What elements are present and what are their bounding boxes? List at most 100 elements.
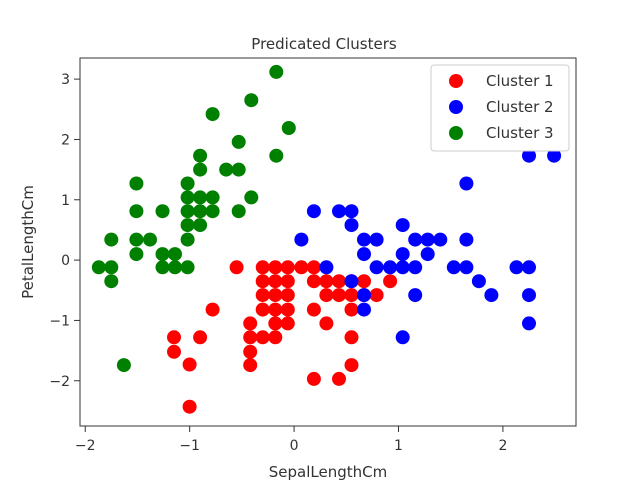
y-tick-label: −1 bbox=[49, 313, 70, 329]
x-tick-label: 0 bbox=[290, 438, 299, 454]
cluster-2-point bbox=[408, 232, 423, 247]
cluster-1-point bbox=[229, 260, 244, 275]
cluster-3-point bbox=[231, 204, 246, 219]
cluster-1-point bbox=[332, 288, 346, 303]
cluster-1-point bbox=[294, 260, 309, 275]
cluster-1-point bbox=[268, 274, 283, 289]
cluster-1-point bbox=[268, 316, 283, 331]
cluster-2-point bbox=[344, 218, 359, 233]
cluster-1-point bbox=[182, 357, 197, 372]
cluster-2-point bbox=[395, 247, 410, 262]
cluster-2-point bbox=[420, 247, 435, 262]
cluster-1-point bbox=[243, 344, 258, 359]
y-tick-label: 2 bbox=[61, 132, 70, 148]
cluster-1-point bbox=[344, 330, 359, 345]
cluster-1-point bbox=[306, 302, 321, 317]
cluster-3-point bbox=[168, 260, 182, 275]
cluster-2-point bbox=[408, 288, 423, 303]
cluster-2-point bbox=[357, 302, 371, 317]
cluster-2-point bbox=[344, 274, 359, 289]
cluster-1-point bbox=[306, 274, 321, 289]
cluster-3-point bbox=[193, 204, 208, 219]
cluster-1-point bbox=[243, 330, 258, 345]
cluster-2-point bbox=[420, 232, 435, 247]
cluster-3-point bbox=[231, 134, 246, 149]
cluster-1-point bbox=[167, 344, 181, 359]
cluster-3-point bbox=[91, 260, 106, 275]
cluster-3-point bbox=[104, 232, 119, 247]
cluster-3-point bbox=[205, 204, 220, 219]
cluster-3-point bbox=[116, 358, 131, 373]
cluster-1-point bbox=[280, 274, 295, 289]
cluster-1-point bbox=[243, 316, 258, 331]
cluster-1-point bbox=[383, 274, 398, 289]
cluster-1-point bbox=[280, 288, 295, 303]
cluster-2-point bbox=[395, 218, 410, 233]
cluster-3-point bbox=[129, 204, 144, 219]
cluster-3-point bbox=[180, 232, 195, 247]
cluster-2-point bbox=[357, 288, 371, 303]
cluster-3-point bbox=[104, 260, 119, 275]
cluster-2-point bbox=[547, 148, 562, 163]
cluster-2-point bbox=[484, 288, 499, 303]
cluster-1-point bbox=[255, 288, 270, 303]
cluster-3-point bbox=[193, 218, 208, 233]
x-tick-label: 1 bbox=[394, 438, 403, 454]
cluster-3-point bbox=[205, 107, 220, 122]
cluster-1-point bbox=[268, 288, 283, 303]
cluster-2-point bbox=[357, 247, 371, 262]
cluster-2-point bbox=[446, 260, 461, 275]
cluster-1-point bbox=[255, 302, 270, 317]
cluster-3-point bbox=[129, 232, 144, 247]
cluster-1-point bbox=[167, 330, 181, 345]
y-tick-label: 0 bbox=[61, 253, 70, 269]
cluster-1-point bbox=[319, 274, 334, 289]
cluster-3-point bbox=[244, 93, 259, 108]
cluster-3-point bbox=[104, 274, 119, 289]
cluster-3-point bbox=[168, 247, 182, 262]
x-axis-label: SepalLengthCm bbox=[269, 463, 387, 480]
cluster-1-point bbox=[332, 371, 346, 386]
cluster-2-point bbox=[522, 316, 536, 331]
cluster-1-point bbox=[319, 288, 334, 303]
cluster-2-point bbox=[522, 288, 536, 303]
cluster-1-point bbox=[280, 260, 295, 275]
cluster-1-point bbox=[193, 330, 208, 345]
y-axis-label: PetalLengthCm bbox=[19, 185, 37, 299]
cluster-1-point bbox=[332, 274, 346, 289]
cluster-2-point bbox=[459, 260, 474, 275]
cluster-1-point bbox=[280, 316, 295, 331]
cluster-2-point bbox=[294, 232, 309, 247]
cluster-3-point bbox=[155, 247, 170, 262]
cluster-2-point bbox=[408, 260, 423, 275]
cluster-3-point bbox=[143, 232, 157, 247]
y-axis: −2 −1 0 1 2 3 bbox=[49, 72, 80, 390]
x-tick-label: 2 bbox=[498, 438, 507, 454]
cluster-2-point bbox=[357, 232, 371, 247]
cluster-3-point bbox=[219, 162, 234, 177]
cluster-1-point bbox=[344, 358, 359, 373]
cluster-1-point bbox=[205, 302, 220, 317]
cluster-2-point bbox=[369, 232, 384, 247]
cluster-1-point bbox=[306, 371, 321, 386]
legend-label: Cluster 2 bbox=[486, 98, 554, 116]
cluster-1-point bbox=[255, 330, 270, 345]
cluster-3-point bbox=[129, 247, 144, 262]
cluster-1-point bbox=[319, 316, 334, 331]
cluster-3-point bbox=[269, 148, 284, 163]
cluster-3-point bbox=[269, 64, 284, 79]
cluster-1-point bbox=[344, 288, 359, 303]
legend-label: Cluster 1 bbox=[486, 72, 554, 90]
cluster-1-point bbox=[369, 288, 384, 303]
cluster-2-point bbox=[383, 260, 398, 275]
cluster-3-point bbox=[155, 260, 170, 275]
cluster-3-point bbox=[193, 162, 208, 177]
cluster-3-point bbox=[231, 162, 246, 177]
y-tick-label: −2 bbox=[49, 374, 70, 390]
cluster-1-point bbox=[306, 260, 321, 275]
cluster-3-point bbox=[281, 121, 296, 135]
cluster-3-point bbox=[244, 190, 259, 205]
cluster-2-point bbox=[509, 260, 524, 275]
cluster-1-point bbox=[268, 260, 283, 275]
